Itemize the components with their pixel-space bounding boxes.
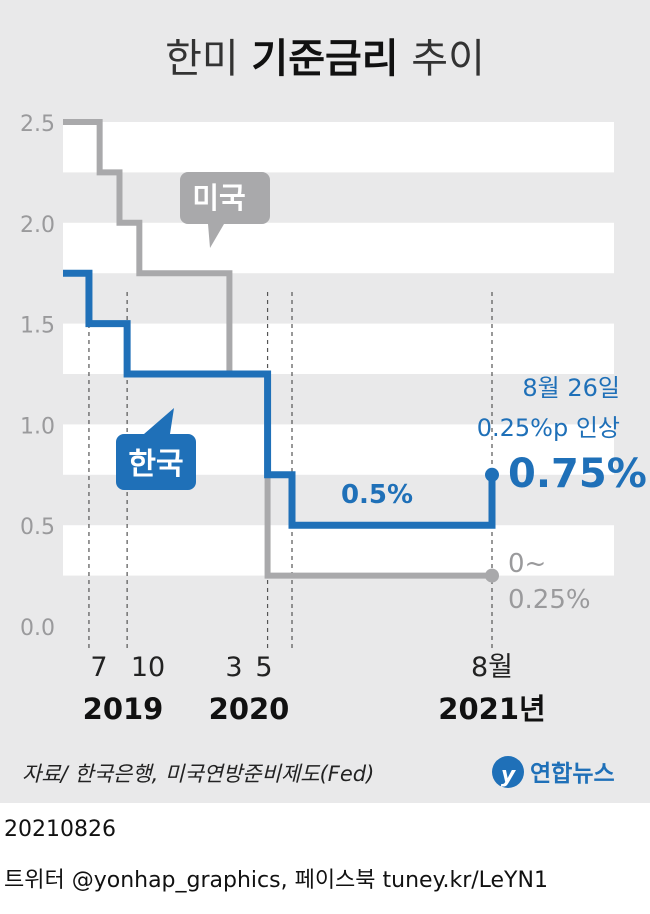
x-tick-5: 5 — [255, 652, 272, 683]
kr-callout: 한국 — [116, 408, 196, 490]
rate-chart: 0.0 0.5 1.0 1.5 2.0 2.5 한미 기준금리 추이 미국 한국 0.5%… — [20, 36, 647, 788]
y-tick-label: 1.5 — [20, 314, 55, 339]
grid-band — [63, 122, 614, 173]
y-tick-label: 0.5 — [20, 515, 55, 540]
grid-band — [63, 222, 614, 274]
x-tick-8: 8월 — [471, 652, 513, 683]
x-year-2021: 2021년 — [438, 692, 545, 726]
us-callout-label: 미국 — [192, 181, 245, 215]
y-tick-label: 1.0 — [20, 414, 55, 439]
kr-end-label: 0.75% — [508, 451, 647, 497]
x-month-ticks: 7 10 3 5 8월 — [90, 652, 513, 683]
us-end-label-2: 0.25% — [508, 585, 591, 615]
logo-emblem — [492, 756, 524, 788]
kr-callout-label: 한국 — [128, 447, 183, 482]
grid-band — [63, 525, 614, 576]
footer-social: 트위터 @yonhap_graphics, 페이스북 tuney.kr/LeYN… — [4, 868, 548, 893]
yonhap-logo: y 연합뉴스 — [492, 756, 615, 788]
series-line-kr — [63, 269, 496, 529]
chart-title: 한미 기준금리 추이 — [165, 36, 485, 82]
x-year-2020: 2020 — [209, 692, 290, 726]
logo-emblem-glyph: y — [501, 763, 517, 788]
grid-bands — [63, 122, 614, 576]
us-end-label-1: 0~ — [508, 549, 546, 579]
title-part-2: 기준금리 — [251, 36, 398, 82]
grid-band — [63, 323, 614, 374]
x-year-labels: 2019 2020 2021년 — [83, 692, 546, 726]
series-endpoint-us — [485, 568, 499, 583]
annotation-line-1: 8월 26일 — [522, 374, 620, 402]
series-endpoint-kr — [485, 467, 499, 482]
y-axis-ticks: 0.0 0.5 1.0 1.5 2.0 2.5 — [20, 112, 55, 641]
y-tick-label: 2.5 — [20, 112, 55, 137]
x-tick-7: 7 — [90, 652, 107, 683]
y-tick-label: 0.0 — [20, 616, 55, 641]
title-part-1: 한미 — [165, 36, 251, 82]
source-text: 자료/ 한국은행, 미국연방준비제도(Fed) — [22, 762, 374, 786]
title-part-3: 추이 — [399, 36, 485, 82]
us-callout: 미국 — [180, 172, 270, 248]
x-year-2019: 2019 — [83, 692, 164, 726]
series-lines — [63, 119, 499, 583]
annotation-line-2: 0.25%p 인상 — [477, 414, 620, 442]
y-tick-label: 2.0 — [20, 213, 55, 238]
x-tick-3: 3 — [225, 652, 242, 683]
kr-mid-label: 0.5% — [341, 480, 413, 510]
kr-callout-bubble — [116, 408, 196, 490]
x-tick-10: 10 — [131, 652, 165, 683]
us-callout-bubble — [180, 172, 270, 248]
footer-date: 20210826 — [4, 817, 116, 842]
logo-text: 연합뉴스 — [530, 761, 615, 787]
